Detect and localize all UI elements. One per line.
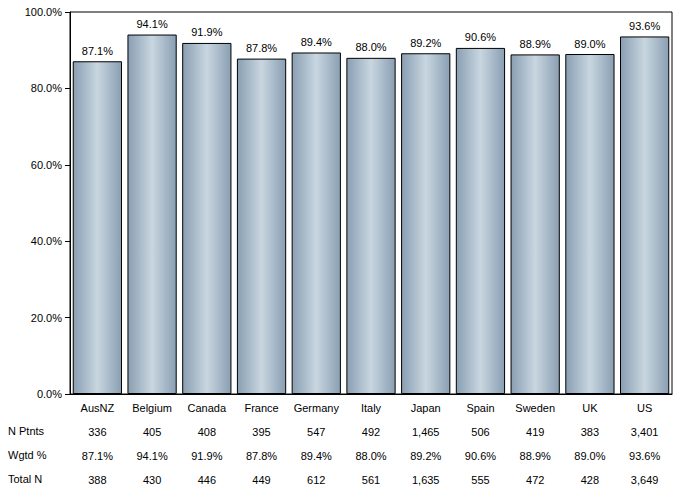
svg-text:20.0%: 20.0% — [31, 312, 62, 324]
svg-text:US: US — [637, 402, 652, 414]
svg-text:430: 430 — [143, 474, 161, 486]
svg-text:0.0%: 0.0% — [37, 388, 62, 400]
svg-text:87.1%: 87.1% — [82, 45, 113, 57]
svg-text:93.6%: 93.6% — [629, 20, 660, 32]
svg-text:40.0%: 40.0% — [31, 235, 62, 247]
svg-text:Wgtd %: Wgtd % — [8, 449, 47, 461]
svg-text:1,465: 1,465 — [412, 426, 440, 438]
svg-text:1,635: 1,635 — [412, 474, 440, 486]
svg-text:89.2%: 89.2% — [410, 450, 441, 462]
svg-text:395: 395 — [252, 426, 270, 438]
svg-text:492: 492 — [362, 426, 380, 438]
svg-text:88.9%: 88.9% — [520, 450, 551, 462]
svg-text:94.1%: 94.1% — [136, 18, 167, 30]
svg-text:Spain: Spain — [466, 402, 494, 414]
svg-text:Italy: Italy — [361, 402, 382, 414]
svg-text:N Ptnts: N Ptnts — [8, 425, 45, 437]
svg-text:Sweden: Sweden — [515, 402, 555, 414]
svg-text:612: 612 — [307, 474, 325, 486]
svg-text:91.9%: 91.9% — [191, 450, 222, 462]
svg-text:449: 449 — [252, 474, 270, 486]
svg-text:428: 428 — [581, 474, 599, 486]
svg-text:408: 408 — [198, 426, 216, 438]
svg-text:80.0%: 80.0% — [31, 82, 62, 94]
svg-text:89.0%: 89.0% — [574, 38, 605, 50]
svg-text:60.0%: 60.0% — [31, 159, 62, 171]
svg-text:87.8%: 87.8% — [246, 450, 277, 462]
svg-text:89.0%: 89.0% — [574, 450, 605, 462]
svg-text:561: 561 — [362, 474, 380, 486]
svg-text:87.8%: 87.8% — [246, 42, 277, 54]
svg-text:336: 336 — [88, 426, 106, 438]
svg-text:88.9%: 88.9% — [520, 38, 551, 50]
svg-text:Germany: Germany — [294, 402, 340, 414]
svg-text:547: 547 — [307, 426, 325, 438]
svg-text:Canada: Canada — [188, 402, 227, 414]
svg-text:Total N: Total N — [8, 473, 42, 485]
svg-text:383: 383 — [581, 426, 599, 438]
svg-text:Japan: Japan — [411, 402, 441, 414]
svg-text:89.4%: 89.4% — [301, 36, 332, 48]
svg-text:472: 472 — [526, 474, 544, 486]
svg-text:419: 419 — [526, 426, 544, 438]
svg-text:506: 506 — [471, 426, 489, 438]
svg-text:91.9%: 91.9% — [191, 26, 222, 38]
svg-text:89.4%: 89.4% — [301, 450, 332, 462]
svg-text:89.2%: 89.2% — [410, 37, 441, 49]
svg-text:90.6%: 90.6% — [465, 450, 496, 462]
svg-text:88.0%: 88.0% — [355, 450, 386, 462]
svg-text:87.1%: 87.1% — [82, 450, 113, 462]
svg-text:555: 555 — [471, 474, 489, 486]
svg-text:Belgium: Belgium — [132, 402, 172, 414]
svg-text:405: 405 — [143, 426, 161, 438]
svg-text:93.6%: 93.6% — [629, 450, 660, 462]
svg-text:100.0%: 100.0% — [25, 6, 63, 18]
svg-text:88.0%: 88.0% — [355, 41, 386, 53]
svg-text:UK: UK — [582, 402, 598, 414]
svg-text:3,401: 3,401 — [631, 426, 659, 438]
svg-text:94.1%: 94.1% — [136, 450, 167, 462]
svg-text:388: 388 — [88, 474, 106, 486]
svg-text:446: 446 — [198, 474, 216, 486]
svg-text:France: France — [244, 402, 278, 414]
svg-text:3,649: 3,649 — [631, 474, 659, 486]
svg-text:90.6%: 90.6% — [465, 31, 496, 43]
svg-text:AusNZ: AusNZ — [81, 402, 115, 414]
